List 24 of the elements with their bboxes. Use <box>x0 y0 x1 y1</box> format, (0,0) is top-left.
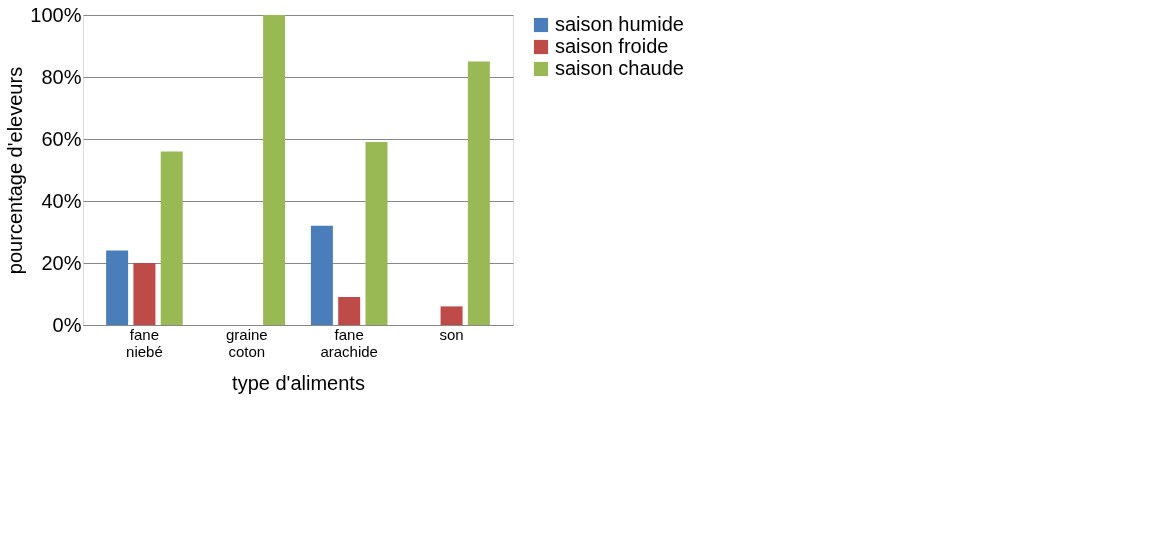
x-tick-label: fane arachide <box>320 325 378 360</box>
y-tick-label: 100% <box>30 3 82 26</box>
y-tick-label: 80% <box>41 65 82 88</box>
legend-label: saison humide <box>555 13 684 35</box>
y-tick-label: 40% <box>41 189 82 212</box>
x-tick-label: fane niebé <box>126 325 163 360</box>
bar <box>365 142 388 325</box>
bar <box>106 250 129 325</box>
y-axis-title: pourcentage d'eleveurs <box>4 66 27 275</box>
x-axis-title: type d'aliments <box>232 371 365 394</box>
y-tick-label: 60% <box>41 127 82 150</box>
bar <box>263 15 286 325</box>
legend-label: saison chaude <box>555 57 684 79</box>
x-tick-label: son <box>439 325 464 343</box>
bar <box>310 225 333 325</box>
bar <box>440 306 463 325</box>
bar <box>133 263 156 325</box>
legend-label: saison froide <box>555 35 669 57</box>
bar <box>467 61 490 325</box>
y-tick-label: 0% <box>52 313 82 336</box>
y-tick-label: 20% <box>41 251 82 274</box>
bar <box>160 151 183 325</box>
bar <box>338 297 361 325</box>
x-tick-label: graine coton <box>225 325 268 360</box>
